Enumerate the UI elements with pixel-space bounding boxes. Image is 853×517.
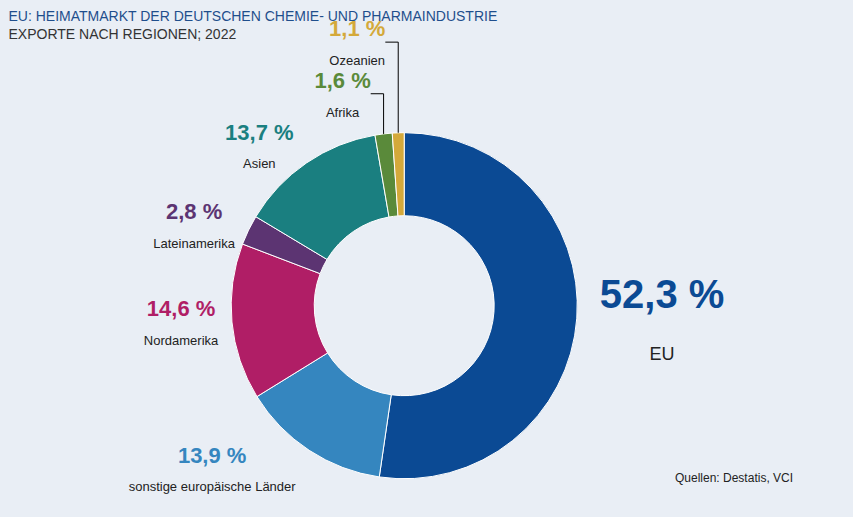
- svg-text:14,6 %Nordamerika: 14,6 %Nordamerika: [144, 296, 219, 348]
- svg-text:2,8 %Lateinamerika: 2,8 %Lateinamerika: [153, 199, 235, 251]
- svg-text:13,9 %sonstige europäische Län: 13,9 %sonstige europäische Länder: [129, 443, 297, 495]
- svg-text:1,1 %Ozeanien: 1,1 %Ozeanien: [329, 16, 385, 68]
- svg-text:13,7 %Asien: 13,7 %Asien: [225, 120, 294, 172]
- svg-text:EU: HEIMATMARKT DER DEUTSCHEN: EU: HEIMATMARKT DER DEUTSCHEN CHEMIE- UN…: [9, 8, 498, 42]
- svg-text:1,6 %Afrika: 1,6 %Afrika: [314, 68, 370, 120]
- svg-text:Quellen: Destatis, VCI: Quellen: Destatis, VCI: [675, 471, 793, 485]
- svg-text:52,3 %EU: 52,3 %EU: [600, 272, 725, 364]
